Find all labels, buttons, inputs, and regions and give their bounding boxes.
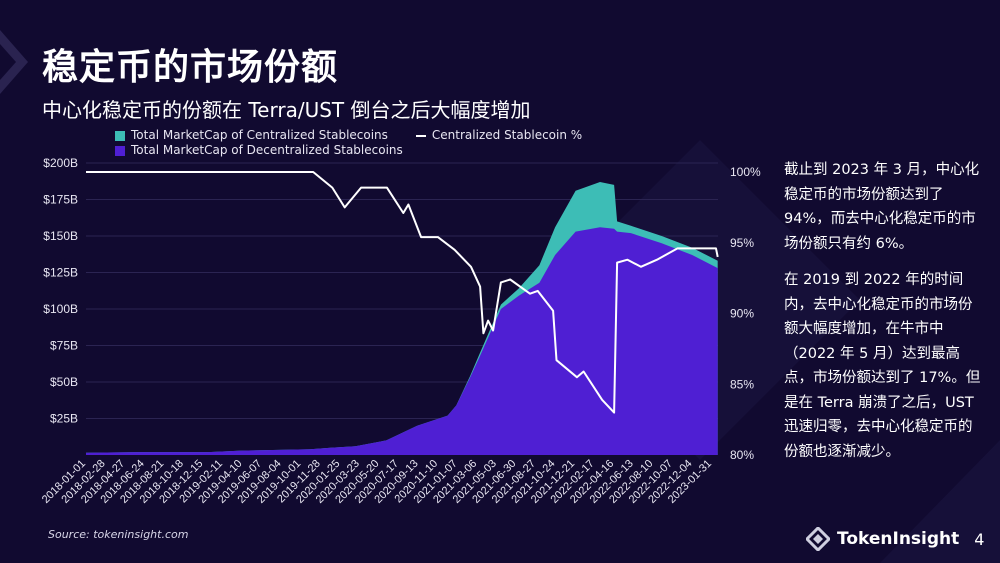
- page-subtitle: 中心化稳定币的份额在 Terra/UST 倒台之后大幅度增加: [42, 98, 531, 122]
- legend-swatch-centralized: [115, 130, 125, 141]
- y-left-tick-label: $50B: [50, 375, 78, 389]
- legend-label-percent: Centralized Stablecoin %: [431, 128, 583, 142]
- y-left-tick-label: $200B: [43, 156, 78, 170]
- legend-swatch-decentralized: [115, 145, 125, 156]
- y-right-tick-label: 90%: [730, 307, 754, 321]
- y-left-tick-label: $25B: [50, 412, 78, 426]
- y-left-tick-label: $75B: [50, 339, 78, 353]
- commentary-panel: 截止到 2023 年 3 月，中心化稳定币的市场份额达到了 94%，而去中心化稳…: [784, 158, 984, 476]
- source-note: Source: tokeninsight.com: [48, 528, 189, 541]
- y-right-tick-label: 95%: [730, 236, 754, 250]
- line-centralized-percent: [86, 171, 719, 414]
- y-left-tick-label: $125B: [43, 266, 78, 280]
- area-decentralized-marketcap: [86, 227, 718, 455]
- y-right-tick-label: 80%: [730, 448, 754, 462]
- y-left-tick-label: $100B: [43, 302, 78, 316]
- chart-legend: Total MarketCap of Centralized Stablecoi…: [115, 128, 582, 158]
- y-right-tick-label: 100%: [730, 165, 761, 179]
- y-left-tick-label: $175B: [43, 193, 78, 207]
- legend-label-decentralized: Total MarketCap of Decentralized Stablec…: [131, 143, 403, 157]
- tokeninsight-logo-icon: [806, 527, 830, 551]
- legend-label-centralized: Total MarketCap of Centralized Stablecoi…: [131, 128, 388, 142]
- brand-footer: TokenInsight 4: [806, 527, 984, 551]
- y-left-tick-label: $150B: [43, 229, 78, 243]
- commentary-paragraph-2: 在 2019 到 2022 年的时间内，去中心化稳定币的市场份额大幅度增加，在牛…: [784, 272, 981, 460]
- page-title: 稳定币的市场份额: [42, 47, 339, 88]
- commentary-paragraph-1: 截止到 2023 年 3 月，中心化稳定币的市场份额达到了 94%，而去中心化稳…: [784, 162, 980, 252]
- y-right-tick-label: 85%: [730, 377, 754, 391]
- brand-name: TokenInsight: [837, 529, 960, 549]
- page-number: 4: [974, 529, 985, 549]
- legend-swatch-percent-line: [415, 134, 426, 137]
